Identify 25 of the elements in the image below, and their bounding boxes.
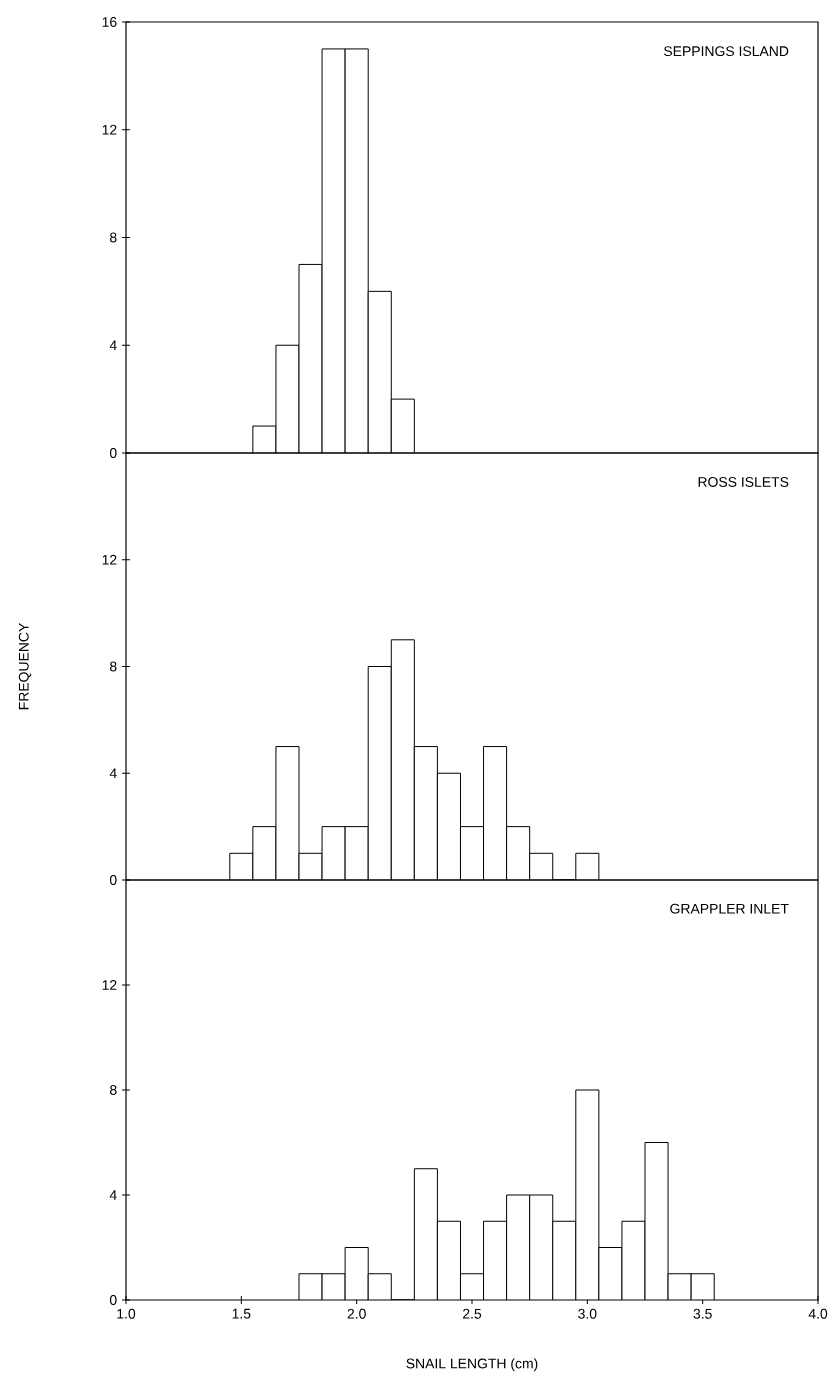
y-tick-label: 0 xyxy=(109,448,117,458)
x-tick-label: 1.5 xyxy=(232,1308,251,1319)
y-tick-label: 0 xyxy=(109,875,117,885)
y-tick-label: 16 xyxy=(102,17,117,27)
y-axis-title: FREQUENCY xyxy=(18,623,32,710)
y-tick-label: 12 xyxy=(102,554,117,565)
text: SEPPINGS ISLAND xyxy=(664,46,789,57)
x-tick-label: 3.0 xyxy=(578,1308,597,1319)
text: ROSS ISLETS xyxy=(698,477,789,487)
x-tick-label: 2.0 xyxy=(347,1308,366,1319)
y-tick-label: 12 xyxy=(102,980,117,990)
y-tick-label: 4 xyxy=(109,1190,117,1200)
y-tick-label: 8 xyxy=(110,661,117,672)
x-tick-label: 1.0 xyxy=(117,1308,136,1319)
y-tick-label: 12 xyxy=(102,124,117,135)
x-axis-title: SNAIL LENGTH (cm) xyxy=(406,1358,538,1372)
y-tick-label: 8 xyxy=(110,1085,117,1095)
text: GRAPPLER INLET xyxy=(670,903,789,914)
x-tick-label: 3.5 xyxy=(693,1308,712,1319)
x-tick-label: 4.0 xyxy=(808,1308,828,1319)
y-tick-label: 8 xyxy=(110,232,117,243)
y-tick-label: 0 xyxy=(109,1295,117,1305)
y-tick-label: 4 xyxy=(109,768,117,779)
y-tick-label: 4 xyxy=(109,340,117,351)
x-tick-label: 2.5 xyxy=(463,1308,482,1319)
